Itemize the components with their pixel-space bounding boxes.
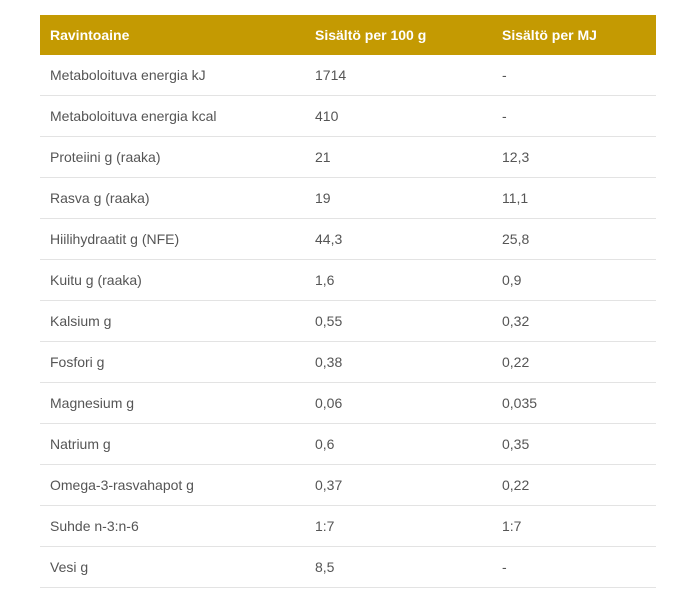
value-per-mj: - xyxy=(492,546,656,588)
value-per-100g: 410 xyxy=(305,95,492,137)
nutrient-name: Metaboloituva energia kcal xyxy=(40,95,305,137)
value-per-100g: 0,55 xyxy=(305,300,492,342)
column-header-nutrient: Ravintoaine xyxy=(40,15,305,55)
value-per-mj: 12,3 xyxy=(492,136,656,178)
value-per-mj: 11,1 xyxy=(492,177,656,219)
table-row: Magnesium g 0,06 0,035 xyxy=(40,382,656,424)
nutrient-name: Hiilihydraatit g (NFE) xyxy=(40,218,305,260)
table-row: Vesi g 8,5 - xyxy=(40,546,656,588)
value-per-mj: 0,035 xyxy=(492,382,656,424)
value-per-100g: 0,37 xyxy=(305,464,492,506)
nutrient-name: Rasva g (raaka) xyxy=(40,177,305,219)
table-row: Proteiini g (raaka) 21 12,3 xyxy=(40,136,656,178)
nutrient-name: Vesi g xyxy=(40,546,305,588)
table-row: Suhde n-3:n-6 1:7 1:7 xyxy=(40,505,656,547)
value-per-mj: 1:7 xyxy=(492,505,656,547)
value-per-mj: - xyxy=(492,95,656,137)
nutrient-name: Natrium g xyxy=(40,423,305,465)
value-per-100g: 8,5 xyxy=(305,546,492,588)
value-per-mj: 0,9 xyxy=(492,259,656,301)
table-body: Metaboloituva energia kJ 1714 - Metabolo… xyxy=(40,55,656,588)
value-per-100g: 1,6 xyxy=(305,259,492,301)
table-row: Kalsium g 0,55 0,32 xyxy=(40,300,656,342)
table-row: Metaboloituva energia kJ 1714 - xyxy=(40,55,656,96)
value-per-100g: 0,06 xyxy=(305,382,492,424)
nutrient-name: Metaboloituva energia kJ xyxy=(40,55,305,96)
table-row: Natrium g 0,6 0,35 xyxy=(40,423,656,465)
value-per-100g: 0,38 xyxy=(305,341,492,383)
nutrient-name: Magnesium g xyxy=(40,382,305,424)
nutrient-name: Omega-3-rasvahapot g xyxy=(40,464,305,506)
nutrient-name: Kalsium g xyxy=(40,300,305,342)
nutrition-table: Ravintoaine Sisältö per 100 g Sisältö pe… xyxy=(40,15,656,588)
value-per-mj: 0,22 xyxy=(492,464,656,506)
value-per-100g: 1:7 xyxy=(305,505,492,547)
nutrient-name: Suhde n-3:n-6 xyxy=(40,505,305,547)
value-per-100g: 44,3 xyxy=(305,218,492,260)
nutrient-name: Fosfori g xyxy=(40,341,305,383)
table-header: Ravintoaine Sisältö per 100 g Sisältö pe… xyxy=(40,15,656,55)
table-row: Fosfori g 0,38 0,22 xyxy=(40,341,656,383)
nutrient-name: Kuitu g (raaka) xyxy=(40,259,305,301)
value-per-mj: 25,8 xyxy=(492,218,656,260)
value-per-100g: 21 xyxy=(305,136,492,178)
column-header-per-100g: Sisältö per 100 g xyxy=(305,15,492,55)
value-per-mj: 0,35 xyxy=(492,423,656,465)
value-per-mj: - xyxy=(492,55,656,96)
table-row: Rasva g (raaka) 19 11,1 xyxy=(40,177,656,219)
value-per-100g: 1714 xyxy=(305,55,492,96)
value-per-mj: 0,22 xyxy=(492,341,656,383)
column-header-per-mj: Sisältö per MJ xyxy=(492,15,656,55)
table-row: Kuitu g (raaka) 1,6 0,9 xyxy=(40,259,656,301)
table-row: Omega-3-rasvahapot g 0,37 0,22 xyxy=(40,464,656,506)
table-row: Metaboloituva energia kcal 410 - xyxy=(40,95,656,137)
value-per-100g: 0,6 xyxy=(305,423,492,465)
table-row: Hiilihydraatit g (NFE) 44,3 25,8 xyxy=(40,218,656,260)
value-per-mj: 0,32 xyxy=(492,300,656,342)
nutrient-name: Proteiini g (raaka) xyxy=(40,136,305,178)
header-row: Ravintoaine Sisältö per 100 g Sisältö pe… xyxy=(40,15,656,55)
value-per-100g: 19 xyxy=(305,177,492,219)
